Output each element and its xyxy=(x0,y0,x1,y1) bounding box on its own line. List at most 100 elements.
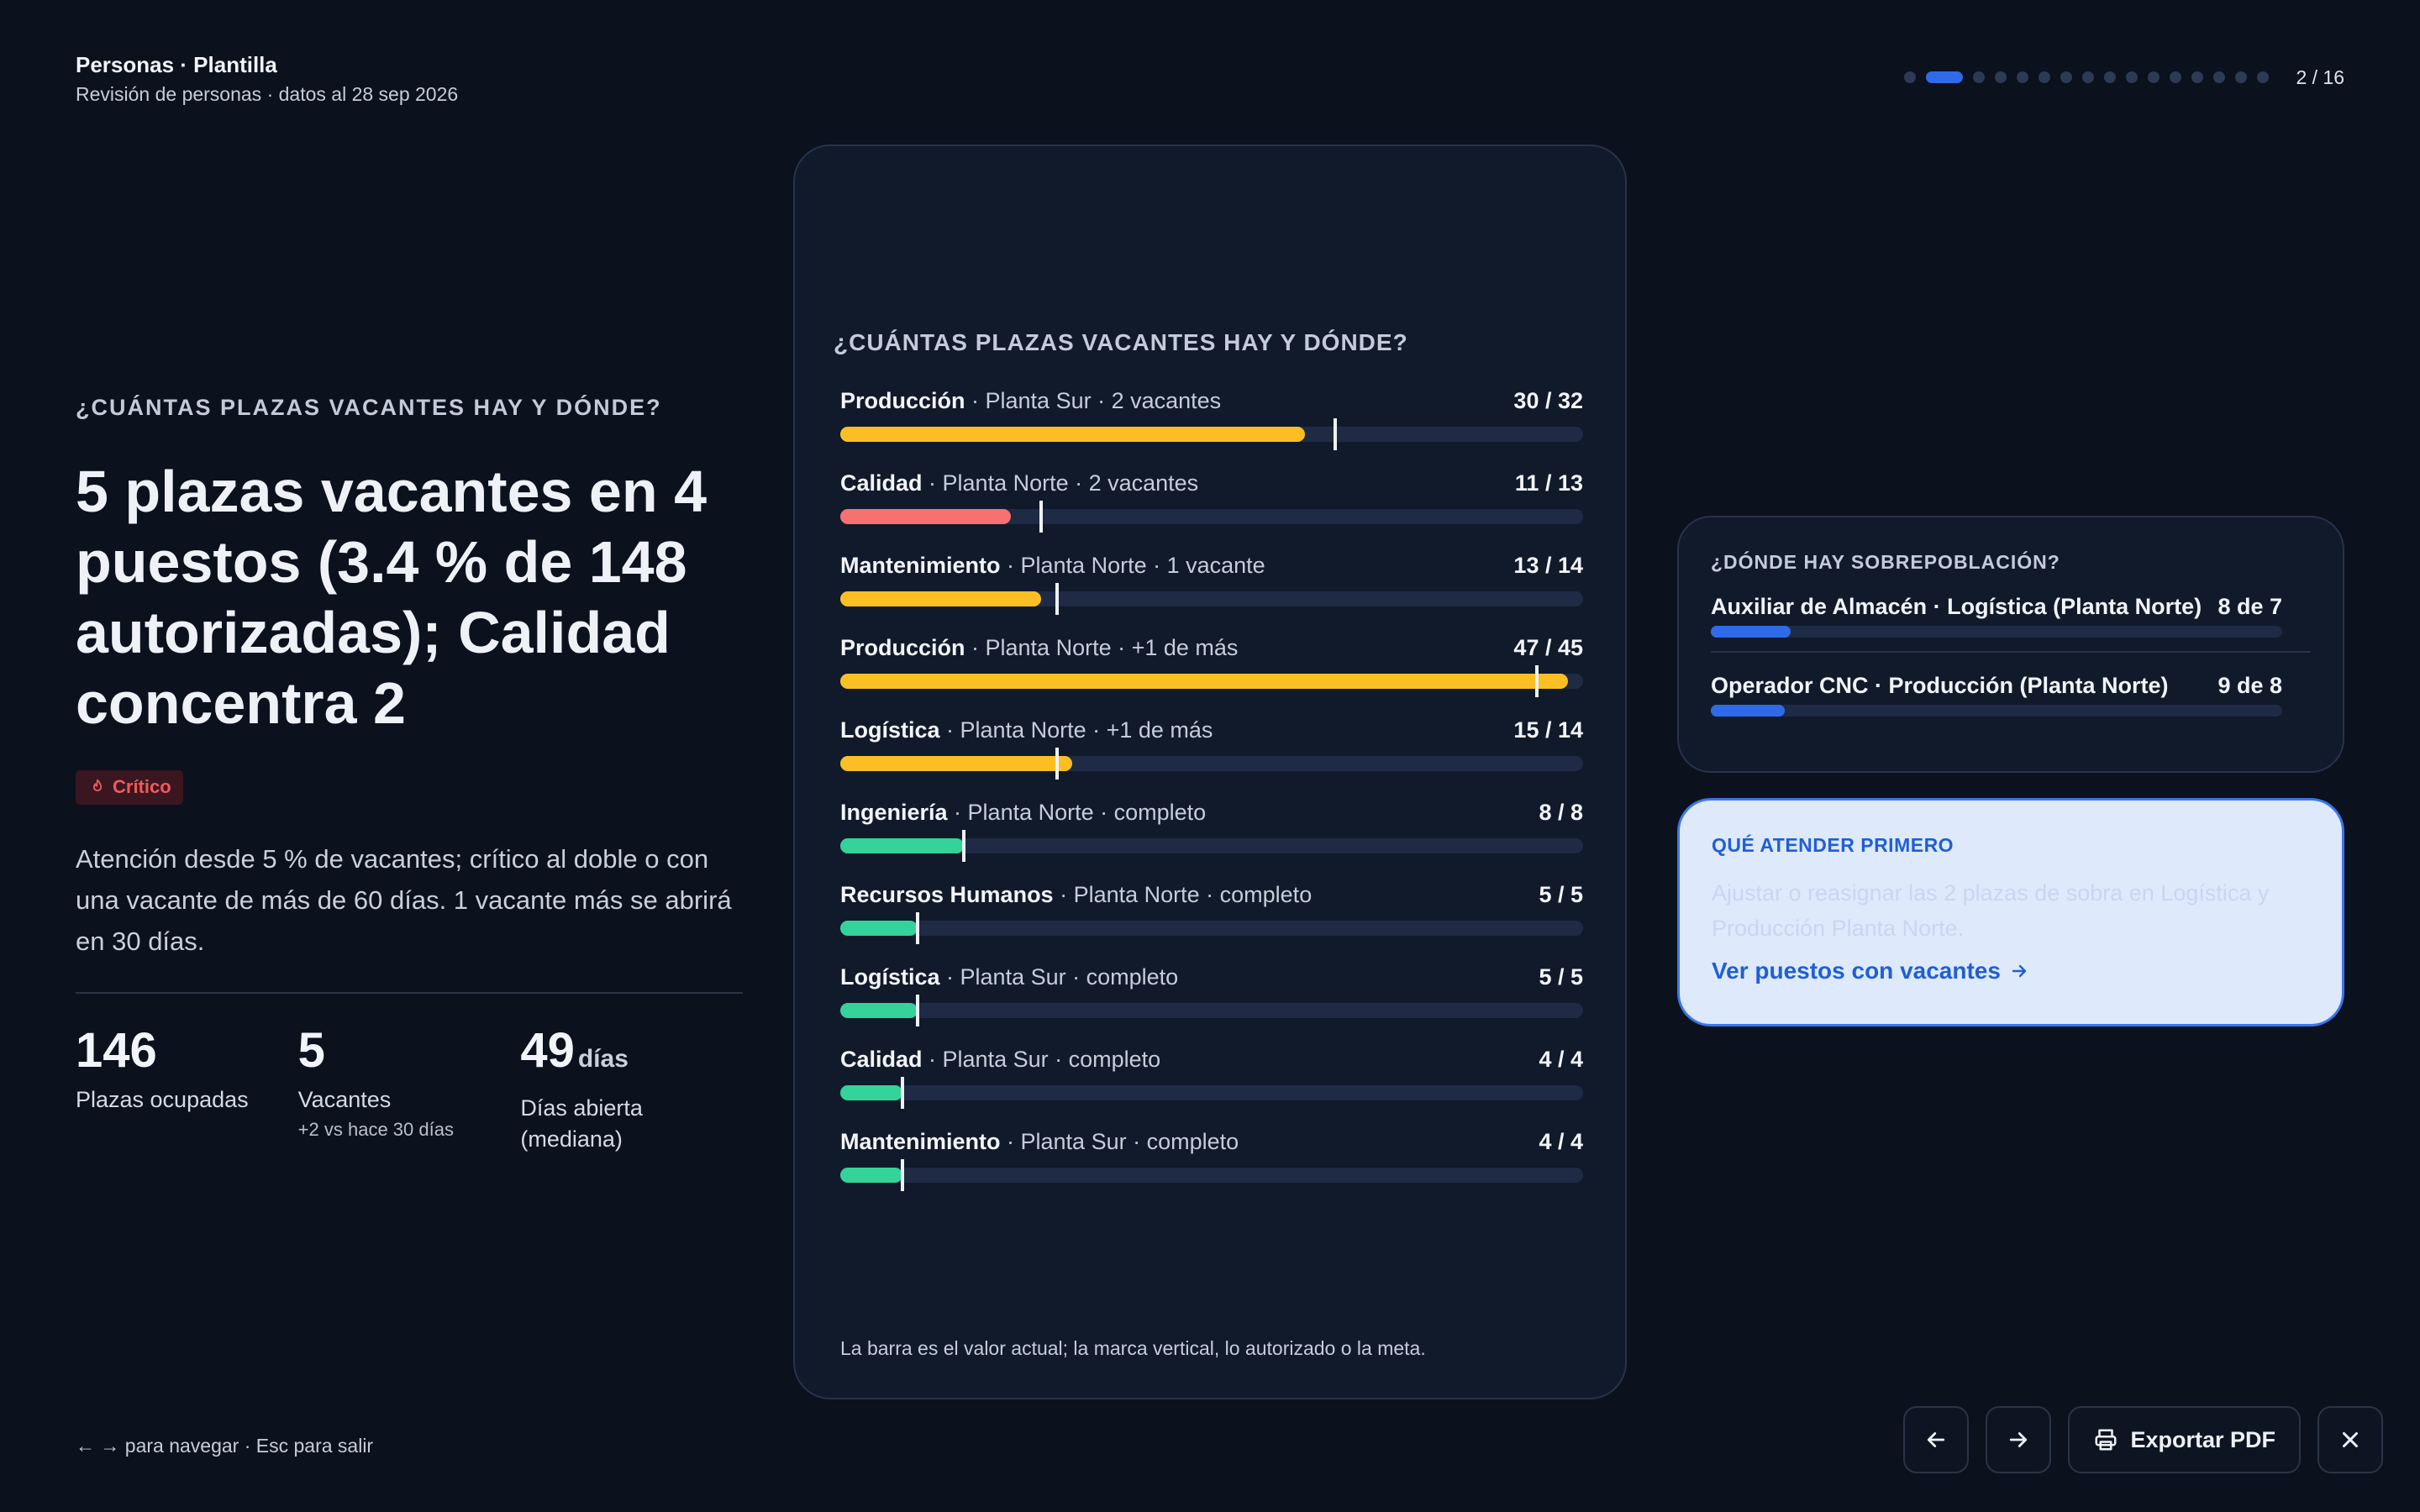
overstaffing-title: ¿DÓNDE HAY SOBREPOBLACIÓN? xyxy=(1711,551,2060,573)
slide-dot[interactable] xyxy=(2126,71,2139,83)
bar-fill xyxy=(840,427,1305,442)
footer-toolbar: Exportar PDF xyxy=(1903,1406,2383,1473)
bar-dept: Producción xyxy=(840,635,965,660)
overstaffing-label: Auxiliar de Almacén · Logística (Planta … xyxy=(1711,594,2202,619)
bar-value: 4 / 4 xyxy=(1539,1129,1583,1154)
bar-dept: Mantenimiento xyxy=(840,1129,1001,1154)
slide-dot[interactable] xyxy=(1995,71,2007,83)
overstaffing-card: ¿DÓNDE HAY SOBREPOBLACIÓN? Auxiliar de A… xyxy=(1677,516,2344,773)
close-button[interactable] xyxy=(2317,1406,2383,1473)
overstaffing-fill xyxy=(1711,626,1791,638)
overstaffing-value: 8 de 7 xyxy=(2217,594,2282,619)
bar-row: Mantenimiento · Planta Norte · 1 vacante… xyxy=(840,553,1583,635)
slide-dot[interactable] xyxy=(2170,71,2182,83)
overstaffing-item: Operador CNC · Producción (Planta Norte)… xyxy=(1711,651,2311,728)
action-card: QUÉ ATENDER PRIMERO Ajustar o reasignar … xyxy=(1677,798,2344,1026)
bar-fill xyxy=(840,674,1568,689)
bar-label: Logística · Planta Norte · +1 de más xyxy=(840,717,1213,743)
page-title: Personas · Plantilla xyxy=(76,52,277,77)
bar-fill xyxy=(840,1003,918,1018)
bar-detail: · Planta Norte · +1 de más xyxy=(939,717,1213,743)
bar-value: 15 / 14 xyxy=(1513,717,1583,743)
bar-fill xyxy=(840,1085,902,1100)
chart-title: ¿CUÁNTAS PLAZAS VACANTES HAY Y DÓNDE? xyxy=(834,329,1408,355)
slide-dots xyxy=(1904,71,2270,83)
bar-dept: Recursos Humanos xyxy=(840,882,1054,907)
vacancy-chart-card: ¿CUÁNTAS PLAZAS VACANTES HAY Y DÓNDE? Pr… xyxy=(793,144,1627,1399)
bar-track xyxy=(840,665,1583,697)
target-marker xyxy=(962,830,966,862)
bar-track xyxy=(840,1077,1583,1109)
bar-fill xyxy=(840,591,1042,606)
bar-label: Producción · Planta Sur · 2 vacantes xyxy=(840,388,1221,414)
bar-track xyxy=(840,501,1583,533)
view-vacancies-link[interactable]: Ver puestos con vacantes xyxy=(1712,958,2029,984)
kpi-value: 5 xyxy=(297,1023,325,1078)
bar-value: 5 / 5 xyxy=(1539,882,1583,907)
view-vacancies-link-label[interactable]: Ver puestos con vacantes xyxy=(1712,958,2001,984)
slide-dot[interactable] xyxy=(2017,71,2029,83)
target-marker xyxy=(1534,665,1539,697)
slide-pager: 2 / 16 xyxy=(1904,66,2344,89)
bar-track xyxy=(840,1159,1583,1191)
bar-fill xyxy=(840,509,1011,524)
slide-dot[interactable] xyxy=(2082,71,2095,83)
bar-value: 13 / 14 xyxy=(1513,553,1583,578)
bar-detail: · Planta Norte · completo xyxy=(947,800,1207,825)
bar-row: Logística · Planta Norte · +1 de más 15 /… xyxy=(840,717,1583,800)
slide-dot[interactable] xyxy=(2235,71,2248,83)
slide-dot[interactable] xyxy=(2104,71,2117,83)
slide-dot[interactable] xyxy=(1904,71,1917,83)
bar-dept: Ingeniería xyxy=(840,800,948,825)
arrow-right-icon xyxy=(2010,1432,2028,1447)
overstaffing-track xyxy=(1711,626,2282,638)
kpi-days-open: 49 días Días abierta (mediana) xyxy=(520,1026,743,1155)
section-eyebrow: ¿CUÁNTAS PLAZAS VACANTES HAY Y DÓNDE? xyxy=(76,395,662,420)
slide-dot[interactable] xyxy=(1973,71,1986,83)
slide-dot[interactable] xyxy=(1926,71,1964,83)
export-pdf-label[interactable]: Exportar PDF xyxy=(2130,1426,2275,1452)
bar-row: Recursos Humanos · Planta Norte · comple… xyxy=(840,882,1583,964)
previous-button[interactable] xyxy=(1903,1406,1970,1473)
bar-label: Mantenimiento · Planta Norte · 1 vacante xyxy=(840,553,1265,579)
bar-track xyxy=(840,418,1583,450)
target-marker xyxy=(1055,748,1059,780)
bar-fill xyxy=(840,921,918,936)
slide-dot[interactable] xyxy=(2148,71,2160,83)
bar-value: 4 / 4 xyxy=(1539,1047,1583,1072)
next-button[interactable] xyxy=(1986,1406,2052,1473)
target-marker xyxy=(900,1159,904,1191)
bar-detail: · Planta Sur · completo xyxy=(1000,1129,1239,1154)
arrow-right-icon xyxy=(2012,964,2027,978)
overstaffing-label: Operador CNC · Producción (Planta Norte) xyxy=(1711,673,2169,698)
kpi-unit: días xyxy=(577,1045,629,1073)
bar-row: Logística · Planta Sur · completo 5 / 5 xyxy=(840,964,1583,1047)
slide-dot[interactable] xyxy=(2213,71,2226,83)
kpi-note: +2 vs hace 30 días xyxy=(297,1119,454,1140)
status-badge-label: Crítico xyxy=(113,776,171,797)
target-marker xyxy=(916,995,920,1026)
kpi-occupied: 146 Plazas ocupadas xyxy=(76,1026,298,1155)
slide-dot[interactable] xyxy=(2257,71,2270,83)
bar-row: Calidad · Planta Norte · 2 vacantes 11 / … xyxy=(840,470,1583,553)
kpi-label: Vacantes xyxy=(297,1087,392,1112)
bar-row: Ingeniería · Planta Norte · completo 8 / … xyxy=(840,800,1583,882)
export-pdf-button[interactable]: Exportar PDF xyxy=(2068,1406,2301,1473)
kpi-row: 146 Plazas ocupadas 5 Vacantes +2 vs hac… xyxy=(76,1026,743,1155)
target-marker xyxy=(900,1077,904,1109)
slide-dot[interactable] xyxy=(2191,71,2204,83)
bar-track xyxy=(840,748,1583,780)
bar-track xyxy=(840,912,1583,944)
overstaffing-item: Auxiliar de Almacén · Logística (Planta … xyxy=(1711,574,2311,651)
slide-dot[interactable] xyxy=(2039,71,2051,83)
bar-track xyxy=(840,830,1583,862)
action-body: Ajustar o reasignar las 2 plazas de sobr… xyxy=(1712,880,2270,941)
kpi-label: Días abierta (mediana) xyxy=(520,1095,643,1152)
slide-dot[interactable] xyxy=(2060,71,2073,83)
bar-dept: Mantenimiento xyxy=(840,553,1001,578)
target-marker xyxy=(1039,501,1044,533)
bar-fill xyxy=(840,1168,902,1183)
overstaffing-value: 9 de 8 xyxy=(2217,673,2282,698)
kpi-value: 49 xyxy=(520,1023,575,1078)
page-counter: 2 / 16 xyxy=(2296,66,2344,88)
